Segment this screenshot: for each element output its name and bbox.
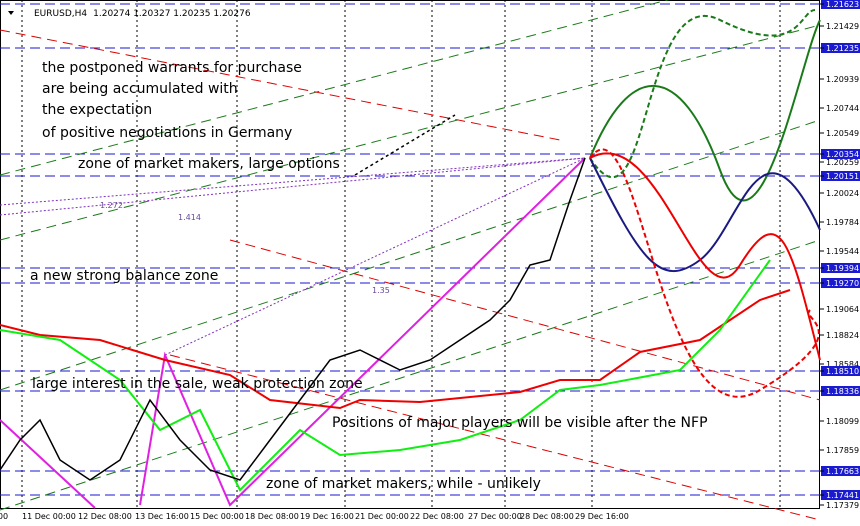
annotation: the expectation [42,102,152,118]
annotation: zone of market makers, while - unlikely [266,476,541,492]
level-badge [821,43,860,53]
price-label: 1.18584 [826,360,859,369]
level-badge [821,149,860,159]
time-label: 12 Dec 08:00 [78,512,132,521]
price-label: 1.19064 [826,305,859,314]
price-label: 1.19544 [826,247,859,256]
trend-line [229,239,821,401]
annotation: large interest in the sale, weak protect… [32,376,363,392]
level-badge [821,490,860,500]
price-label: 1.17441 [826,491,859,500]
price-label: 1.20151 [826,172,859,181]
annotation: are being accumulated with [42,81,238,97]
fibo-label: 1.414 [178,213,201,222]
annotation: the postponed warrants for purchase [42,60,302,76]
price-label: 1.20549 [826,129,859,138]
time-label: 13 Dec 16:00 [135,512,189,521]
annotation: of positive negotiations in Germany [42,125,292,141]
level-badge [821,263,860,273]
header-arrow [8,11,14,15]
price-label: 1.21623 [826,0,859,9]
level-badge [821,466,860,476]
scenario-curve [589,152,821,361]
price-label: 1.18336 [826,387,859,396]
scenario-curve [589,148,820,398]
price-axis: 1.21623 1.21429 1.21235 1.20939 1.20744 1.205… [820,0,860,510]
time-label: 28 Dec 08:00 [520,512,574,521]
price-label: 1.21235 [826,44,859,53]
trend-line [0,0,670,176]
time-label: 19 Dec 16:00 [300,512,354,521]
price-label: 1.17379 [826,501,859,510]
level-badge [821,366,860,376]
zigzag [0,157,586,509]
price-label: 1.20354 [826,150,859,159]
ohlc: 1.20274 1.20327 1.20235 1.20276 [93,9,251,19]
time-label: 00 [0,512,8,521]
price-label: 1.19270 [826,279,859,288]
time-label: 21 Dec 00:00 [355,512,409,521]
price-label: 1.18510 [826,367,859,376]
fibo-labels: 1.272 1.414 1.35 [100,201,390,295]
price-label: 1.20259 [826,158,859,167]
time-axis: 00 11 Dec 00:00 12 Dec 08:00 13 Dec 16:00 15… [0,512,629,521]
price-label: 1.20744 [826,104,859,113]
scenario-curve [589,19,821,202]
plot-frame [0,0,820,509]
price-label: 1.19394 [826,264,859,273]
trend-line [0,24,821,241]
level-badge [821,0,860,9]
time-label: 29 Dec 16:00 [575,512,629,521]
price-label: 1.20024 [826,189,859,198]
time-label: 11 Dec 00:00 [22,512,76,521]
scenario-curve [589,9,816,179]
price-label: 1.18099 [826,417,859,426]
time-label: 27 Dec 00:00 [468,512,522,521]
kumo-line [0,259,771,492]
level-badge [821,386,860,396]
price-label: 1.21429 [826,22,859,31]
kumo-line [0,289,791,410]
time-label: 15 Dec 00:00 [190,512,244,521]
price-label: 1.20939 [826,75,859,84]
drawings [0,0,821,521]
annotation: a new strong balance zone [30,268,218,284]
price-label: 1.19784 [826,218,859,227]
price-label: 1.18824 [826,331,859,340]
level-badge [821,278,860,288]
arrow [354,114,456,176]
time-label: 18 Dec 08:00 [245,512,299,521]
price-label: 1.17859 [826,446,859,455]
symbol: EURUSD,H4 [34,9,87,19]
annotations: the postponed warrants for purchase are b… [30,60,708,492]
annotation: Positions of major players will be visib… [332,415,708,431]
level-badge [821,171,860,181]
annotation: zone of market makers, large options [78,156,340,172]
price-label: 1.17663 [826,467,859,476]
price-path [0,157,586,481]
fibo-label: 1.35 [372,286,390,295]
time-label: 22 Dec 08:00 [410,512,464,521]
scenario-curve [589,157,821,272]
header: EURUSD,H4 1.20274 1.20327 1.20235 1.20276 [34,9,251,19]
fibo-label: 1.272 [100,201,123,210]
fibo-line [0,157,586,506]
grid [0,0,820,508]
